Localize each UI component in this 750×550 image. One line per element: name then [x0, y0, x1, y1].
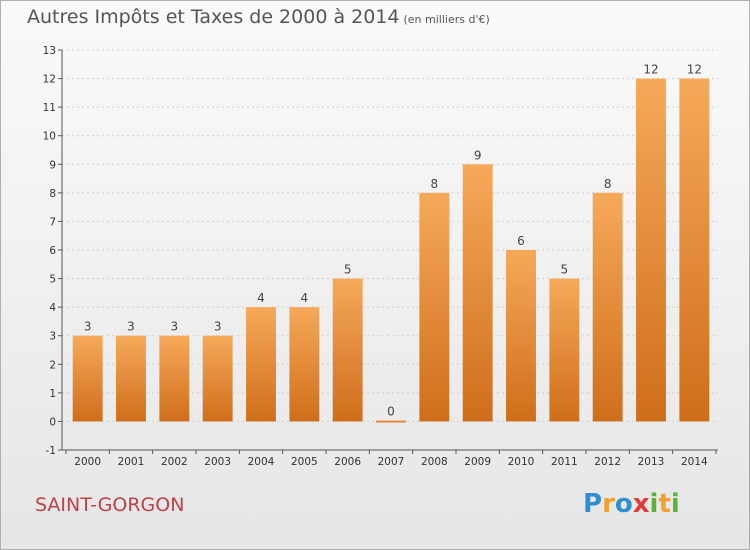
bar	[592, 192, 623, 422]
logo-letter: i	[649, 489, 659, 519]
logo-letter: x	[632, 489, 650, 519]
bar	[419, 192, 450, 422]
x-tick-label: 2000	[74, 456, 101, 468]
y-tick-label: 5	[49, 274, 56, 286]
x-tick-label: 2005	[291, 456, 318, 468]
logo-letter: P	[583, 489, 603, 519]
logo-letter: t	[658, 489, 671, 519]
x-tick-label: 2001	[118, 456, 145, 468]
x-tick-label: 2002	[161, 456, 188, 468]
bar	[636, 78, 666, 422]
data-label: 6	[517, 234, 525, 248]
data-label: 3	[127, 320, 135, 334]
data-label: 5	[344, 263, 352, 277]
bar	[116, 335, 146, 422]
x-tick-label: 2014	[681, 456, 708, 468]
data-label: 4	[257, 291, 265, 305]
x-tick-label: 2008	[421, 456, 448, 468]
x-tick-label: 2004	[248, 456, 275, 468]
bar	[462, 164, 493, 422]
x-tick-label: 2006	[334, 456, 361, 468]
bar	[289, 307, 320, 422]
chart-title: Autres Impôts et Taxes de 2000 à 2014 (en…	[27, 6, 490, 28]
logo-letter: o	[614, 489, 633, 519]
data-label: 3	[214, 320, 222, 334]
bar	[202, 335, 233, 422]
y-tick-label: 11	[43, 102, 56, 114]
y-tick-label: 4	[49, 302, 56, 314]
x-tick-label: 2003	[204, 456, 231, 468]
proxiti-logo[interactable]: Proxiti	[583, 489, 680, 519]
bar	[332, 278, 363, 422]
y-tick-label: 12	[43, 74, 56, 86]
bar	[246, 307, 276, 422]
data-label: 9	[474, 148, 482, 162]
bars	[72, 78, 710, 423]
y-tick-label: 3	[49, 331, 56, 343]
bar	[549, 278, 580, 422]
y-tick-label: 7	[49, 216, 56, 228]
x-tick-label: 2009	[464, 456, 491, 468]
y-tick-label: 6	[49, 245, 56, 257]
x-tick-label: 2011	[551, 456, 578, 468]
data-label: 12	[687, 63, 702, 77]
chart-unit: (en milliers d'€)	[403, 13, 490, 26]
labels: 2000 3 2001 3 2002 3 2003 3 2004 4 2005 4 2006 5 2007 0…	[74, 63, 708, 468]
logo-letter: i	[670, 489, 680, 519]
y-tick-label: 10	[43, 131, 56, 143]
y-tick-label: -1	[46, 445, 56, 457]
data-label: 0	[387, 404, 395, 418]
bar	[159, 335, 190, 422]
chart-title-text: Autres Impôts et Taxes de 2000 à 2014	[27, 6, 400, 28]
x-tick-label: 2010	[508, 456, 535, 468]
y-tick-label: 13	[43, 45, 56, 57]
bar	[506, 250, 536, 422]
bar	[72, 335, 103, 422]
y-tick-label: 0	[49, 416, 56, 428]
bar	[376, 420, 406, 423]
data-label: 8	[604, 177, 612, 191]
logo-letter: r	[602, 489, 615, 519]
data-label: 3	[171, 320, 179, 334]
data-label: 5	[561, 263, 569, 277]
bar	[679, 78, 710, 422]
y-tick-label: 1	[49, 388, 56, 400]
y-tick-label: 8	[49, 188, 56, 200]
data-label: 4	[301, 291, 309, 305]
data-label: 3	[84, 320, 92, 334]
x-tick-label: 2012	[594, 456, 621, 468]
y-tick-label: 2	[49, 359, 56, 371]
x-tick-label: 2007	[378, 456, 405, 468]
y-tick-label: 9	[49, 159, 56, 171]
x-tick-label: 2013	[638, 456, 665, 468]
commune-name: SAINT-GORGON	[35, 494, 185, 516]
data-label: 8	[431, 177, 439, 191]
data-label: 12	[643, 63, 658, 77]
